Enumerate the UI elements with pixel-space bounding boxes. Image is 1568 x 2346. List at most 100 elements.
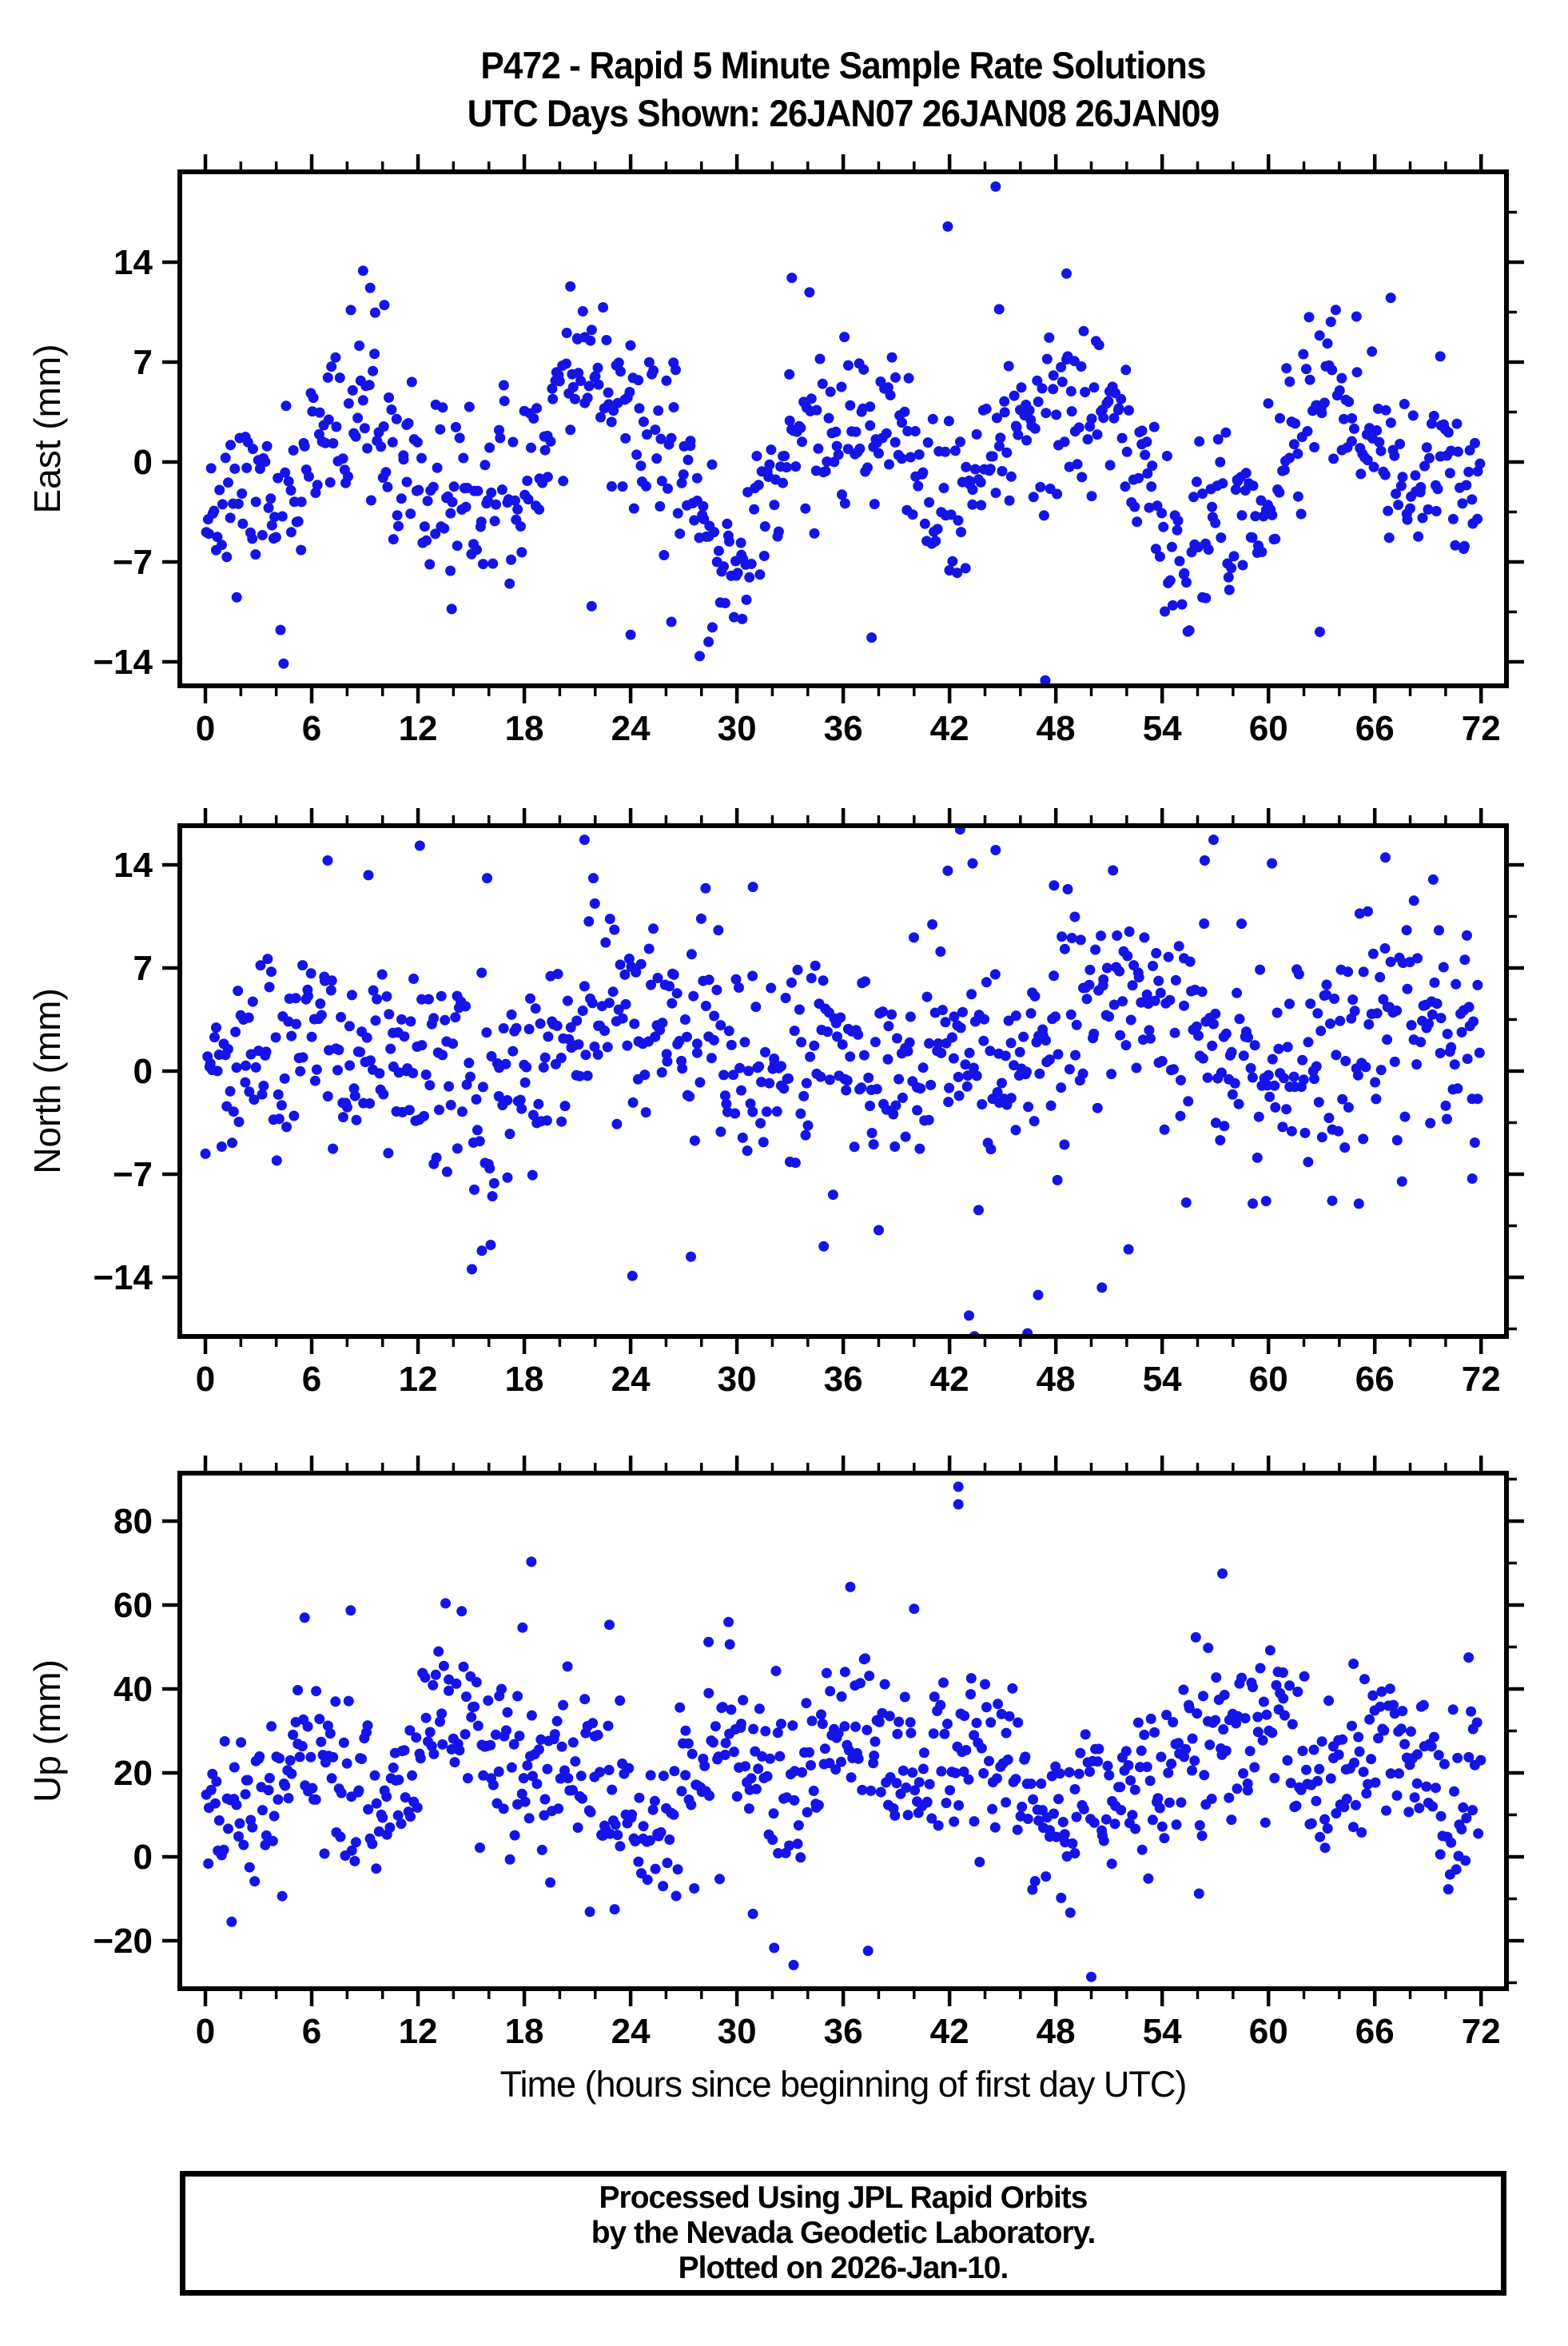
data-point bbox=[746, 1773, 757, 1784]
data-point bbox=[285, 485, 296, 496]
x-tick-label: 48 bbox=[1037, 1360, 1076, 1399]
data-point bbox=[1453, 446, 1463, 457]
data-point bbox=[509, 1830, 520, 1841]
data-point bbox=[1358, 966, 1369, 978]
data-point bbox=[341, 1758, 352, 1769]
data-point bbox=[278, 658, 289, 669]
data-point bbox=[247, 996, 258, 1007]
data-point bbox=[764, 459, 775, 470]
data-point bbox=[1457, 498, 1468, 509]
data-point bbox=[583, 916, 595, 927]
data-point bbox=[1112, 930, 1123, 941]
data-point bbox=[734, 1062, 746, 1073]
data-point bbox=[985, 1717, 997, 1728]
data-point bbox=[865, 1101, 875, 1111]
data-point bbox=[874, 1716, 885, 1727]
data-point bbox=[431, 1152, 442, 1163]
data-point bbox=[881, 428, 892, 439]
data-point bbox=[1078, 325, 1089, 337]
data-point bbox=[227, 1137, 237, 1149]
data-point bbox=[1463, 1002, 1474, 1013]
data-point bbox=[399, 1745, 410, 1756]
data-point bbox=[281, 1121, 293, 1133]
data-point bbox=[430, 1669, 441, 1680]
data-point bbox=[405, 1811, 416, 1822]
data-point bbox=[404, 1105, 415, 1116]
data-point bbox=[1128, 960, 1140, 971]
data-point bbox=[1024, 404, 1035, 416]
data-point bbox=[1397, 472, 1408, 483]
data-point bbox=[368, 985, 379, 996]
data-point bbox=[314, 1714, 325, 1725]
data-point bbox=[809, 1040, 820, 1051]
data-point bbox=[283, 1793, 294, 1804]
data-point bbox=[488, 1779, 499, 1790]
data-point bbox=[247, 533, 258, 544]
data-point bbox=[870, 1037, 881, 1048]
data-point bbox=[1281, 363, 1292, 374]
data-point bbox=[527, 1770, 538, 1782]
data-point bbox=[205, 463, 217, 474]
data-point bbox=[854, 443, 866, 454]
data-point bbox=[1452, 1752, 1463, 1763]
data-point bbox=[1354, 908, 1365, 919]
data-point bbox=[1041, 1035, 1052, 1046]
data-point bbox=[1073, 422, 1084, 433]
data-point bbox=[907, 509, 918, 520]
data-point bbox=[283, 476, 294, 487]
data-point bbox=[900, 1131, 911, 1142]
data-point bbox=[365, 1055, 376, 1066]
data-point bbox=[502, 1095, 513, 1105]
data-point bbox=[671, 988, 683, 999]
data-point bbox=[1308, 1744, 1319, 1755]
data-point bbox=[689, 1883, 700, 1894]
data-point bbox=[1236, 1672, 1248, 1683]
data-point-notable bbox=[1086, 1971, 1096, 1982]
data-point bbox=[615, 1841, 626, 1852]
data-point bbox=[222, 1044, 233, 1054]
data-point bbox=[816, 1709, 826, 1720]
data-point bbox=[349, 1090, 360, 1101]
data-point bbox=[411, 1732, 422, 1743]
data-point bbox=[765, 1753, 775, 1764]
data-point bbox=[1426, 1741, 1437, 1752]
data-point bbox=[1419, 460, 1431, 472]
data-point bbox=[778, 1083, 790, 1094]
data-point-notable bbox=[686, 1251, 696, 1262]
data-point bbox=[1069, 911, 1080, 922]
data-point bbox=[1144, 1025, 1155, 1036]
data-point bbox=[966, 989, 977, 1000]
data-point bbox=[902, 1046, 913, 1057]
data-point bbox=[1475, 1755, 1486, 1766]
data-point bbox=[1220, 1028, 1232, 1039]
data-point bbox=[1385, 1768, 1396, 1779]
data-point bbox=[1381, 1805, 1391, 1816]
data-point bbox=[886, 1009, 897, 1020]
data-point bbox=[1284, 1680, 1295, 1691]
data-point bbox=[567, 1737, 579, 1748]
data-point bbox=[940, 1017, 951, 1028]
data-point bbox=[1116, 432, 1128, 444]
data-point bbox=[1057, 931, 1068, 942]
data-point bbox=[691, 472, 702, 484]
data-point bbox=[676, 477, 687, 488]
data-point bbox=[1029, 1876, 1041, 1886]
data-point bbox=[1248, 1682, 1258, 1693]
data-point bbox=[1210, 517, 1221, 528]
data-point bbox=[892, 1728, 903, 1739]
data-point bbox=[619, 969, 631, 980]
data-point bbox=[903, 372, 914, 384]
data-point bbox=[1133, 472, 1144, 484]
data-point bbox=[392, 1810, 404, 1821]
data-point-notable bbox=[485, 1240, 496, 1250]
data-point bbox=[1354, 1746, 1365, 1757]
data-point bbox=[416, 1040, 428, 1051]
data-point bbox=[261, 1046, 272, 1057]
data-point bbox=[336, 1787, 347, 1798]
data-point bbox=[270, 532, 281, 543]
data-point bbox=[1306, 1818, 1317, 1829]
data-point bbox=[1086, 491, 1097, 502]
y-tick-label: 7 bbox=[133, 343, 153, 382]
data-point bbox=[1092, 429, 1103, 440]
data-point bbox=[1472, 979, 1483, 990]
